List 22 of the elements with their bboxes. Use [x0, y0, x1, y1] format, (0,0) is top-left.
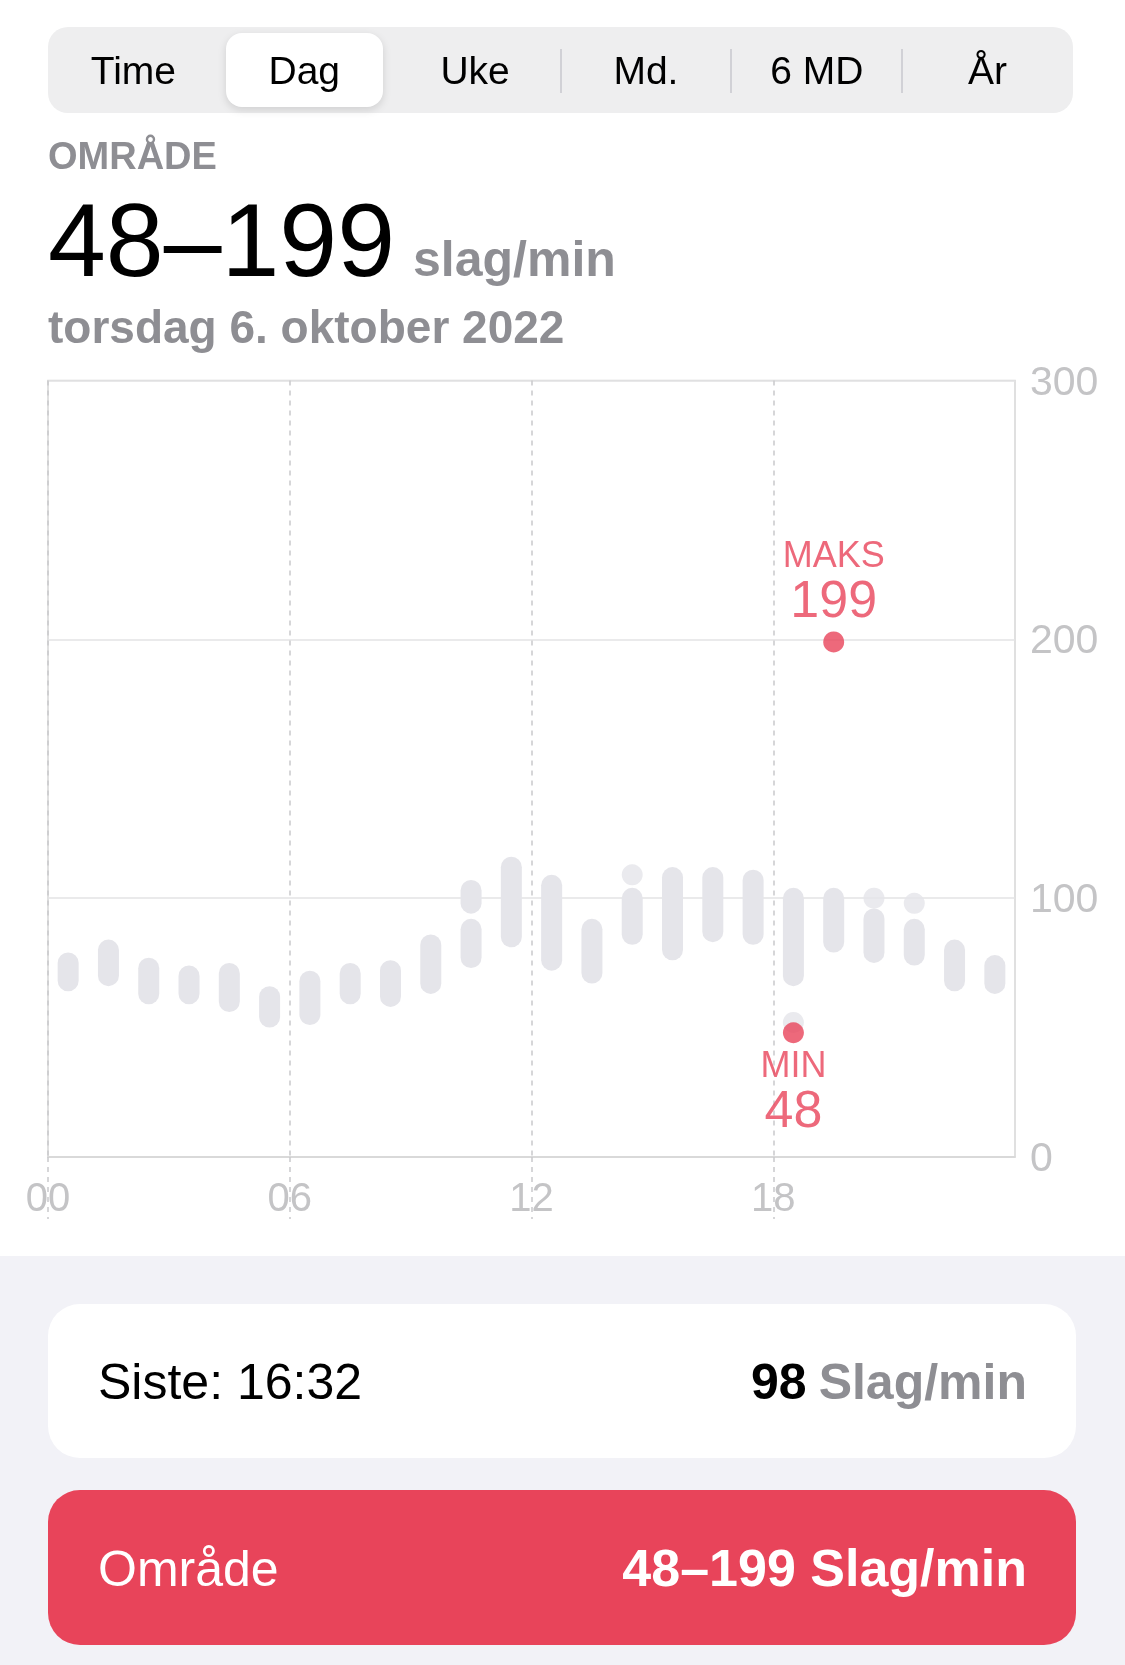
x-tick-label: 00 — [25, 1175, 71, 1219]
y-tick-label: 200 — [1030, 616, 1099, 663]
point — [782, 1022, 804, 1044]
point — [823, 631, 845, 653]
text: 48–199 Slag/min — [622, 1538, 1027, 1597]
point — [863, 887, 885, 909]
point — [903, 892, 925, 914]
chart-subtitle: torsdag 6. oktober 2022 — [48, 301, 565, 354]
text: Siste: 16:32 — [98, 1353, 363, 1410]
text: OMRÅDE — [48, 134, 217, 177]
x-tick-label: 18 — [751, 1175, 796, 1219]
y-tick-label: 0 — [1030, 1134, 1053, 1180]
text: Område — [98, 1540, 279, 1597]
x-tick-label: 12 — [509, 1175, 554, 1219]
segmented-control: Time Dag Uke Md. 6 MD År — [48, 27, 1073, 113]
y-tick-label: 100 — [1030, 875, 1099, 922]
data-label: MAKS 199 — [782, 533, 885, 629]
chart-title: 48–199 slag/min — [48, 181, 616, 298]
y-tick-label: 300 — [1030, 357, 1099, 404]
x-tick-label: 06 — [267, 1175, 312, 1219]
data-label: MIN 48 — [760, 1043, 827, 1139]
text: 98 Slag/min — [751, 1353, 1027, 1410]
